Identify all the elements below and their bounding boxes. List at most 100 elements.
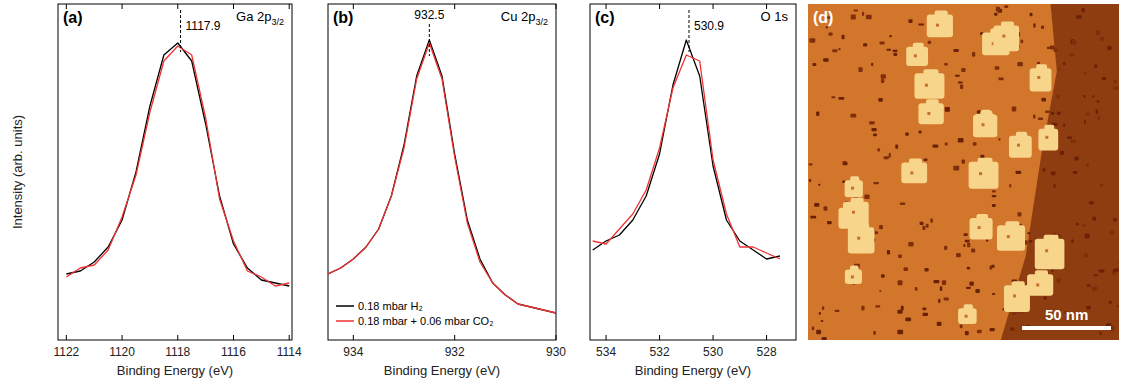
stm-island-lobe — [909, 158, 922, 168]
stm-pit — [922, 226, 925, 230]
stm-island-hole — [982, 123, 985, 126]
stm-pit — [1100, 37, 1104, 41]
stm-pit — [858, 67, 862, 72]
stm-pit — [866, 15, 872, 20]
stm-pit — [838, 48, 840, 50]
stm-pit — [1063, 123, 1065, 127]
stm-island — [848, 223, 875, 253]
stm-pit — [915, 287, 918, 291]
plot-frame — [590, 4, 796, 340]
panel-letter: (c) — [595, 9, 615, 26]
stm-pit — [881, 274, 885, 277]
stm-island-lobe — [1044, 235, 1059, 247]
stm-pit — [1063, 62, 1066, 65]
stm-island — [1038, 125, 1058, 151]
stm-pit — [1045, 111, 1050, 113]
stm-pit — [924, 268, 928, 272]
legend-label: 0.18 mbar + 0.06 mbar CO₂ — [358, 315, 493, 327]
stm-pit — [875, 305, 880, 307]
stm-pit — [809, 179, 811, 182]
plot-frame — [58, 4, 292, 340]
stm-pit — [1038, 117, 1043, 120]
x-tick — [606, 335, 607, 340]
x-tick — [122, 335, 123, 340]
x-tick — [659, 335, 660, 340]
stm-pit — [1116, 305, 1119, 308]
stm-pit — [995, 66, 1000, 69]
legend-label: 0.18 mbar H₂ — [358, 300, 423, 312]
stm-island — [970, 214, 993, 240]
stm-pit — [1069, 54, 1074, 56]
stm-pit — [1037, 62, 1040, 64]
stm-pit — [886, 49, 891, 51]
peak-label: 1117.9 — [186, 19, 221, 33]
stm-pit — [992, 190, 996, 192]
stm-pit — [953, 49, 958, 52]
x-tick — [66, 335, 67, 340]
stm-island — [973, 111, 997, 137]
stm-island — [958, 304, 977, 324]
stm-pit — [1081, 8, 1084, 12]
stm-island-lobe — [851, 198, 864, 208]
stm-pit — [822, 337, 827, 340]
stm-pit — [835, 310, 840, 312]
panel-title: Ga 2p3/2 — [236, 9, 284, 27]
spectrum-line — [593, 40, 780, 259]
peak-label: 530.9 — [694, 19, 724, 33]
stm-pit — [1021, 40, 1024, 44]
x-tick — [713, 335, 714, 340]
stm-island-lobe — [923, 69, 938, 81]
panel-letter: (a) — [63, 9, 83, 26]
stm-pit — [1102, 77, 1107, 80]
y-axis-title: Intensity (arb. units) — [10, 115, 25, 229]
stm-island-hole — [1036, 283, 1039, 286]
stm-pit — [928, 41, 931, 44]
x-tick-label: 530 — [703, 345, 723, 359]
stm-pit — [958, 82, 963, 84]
stm-pit — [810, 216, 816, 219]
stm-pit — [905, 133, 909, 136]
stm-pit — [1018, 212, 1022, 216]
stm-pit — [904, 267, 908, 271]
stm-pit — [881, 79, 884, 83]
stm-pit — [838, 97, 844, 100]
stm-pit — [973, 142, 977, 145]
x-tick — [177, 335, 178, 340]
x-tick-top — [122, 4, 123, 9]
x-tick — [454, 335, 455, 340]
stm-pit — [898, 254, 902, 258]
stm-pit — [1099, 184, 1103, 186]
stm-pit — [1004, 5, 1008, 8]
stm-island-hole — [936, 24, 939, 27]
stm-pit — [881, 74, 886, 79]
stm-pit — [938, 299, 940, 303]
figure: 11221120111811161114Binding Energy (eV)I… — [0, 0, 1124, 388]
stm-island-lobe — [1001, 22, 1014, 32]
stm-pit — [967, 243, 970, 247]
stm-island-hole — [1007, 235, 1010, 238]
stm-pit — [992, 195, 997, 197]
spectrum-line — [328, 43, 556, 313]
stm-pit — [1016, 171, 1022, 174]
stm-pit — [1025, 240, 1028, 244]
stm-pit — [1043, 296, 1046, 299]
stm-pit — [965, 240, 970, 243]
stm-pit — [818, 184, 820, 186]
stm-pit — [953, 166, 959, 171]
stm-pit — [898, 280, 903, 285]
stm-pit — [878, 98, 883, 102]
stm-pit — [960, 84, 963, 89]
stm-island-hole — [852, 211, 855, 214]
x-tick-label: 1114 — [277, 345, 302, 359]
legend-swatch — [336, 305, 354, 307]
stm-pit — [1086, 112, 1090, 115]
x-tick-top — [659, 4, 660, 9]
stm-pit — [862, 12, 864, 16]
stm-island-hole — [1037, 76, 1040, 79]
stm-pit — [1110, 231, 1114, 235]
stm-island — [906, 43, 928, 66]
stm-pit — [990, 328, 995, 331]
spectrum-line — [593, 55, 780, 259]
stm-island-lobe — [850, 265, 859, 272]
stm-island-lobe — [935, 10, 948, 20]
